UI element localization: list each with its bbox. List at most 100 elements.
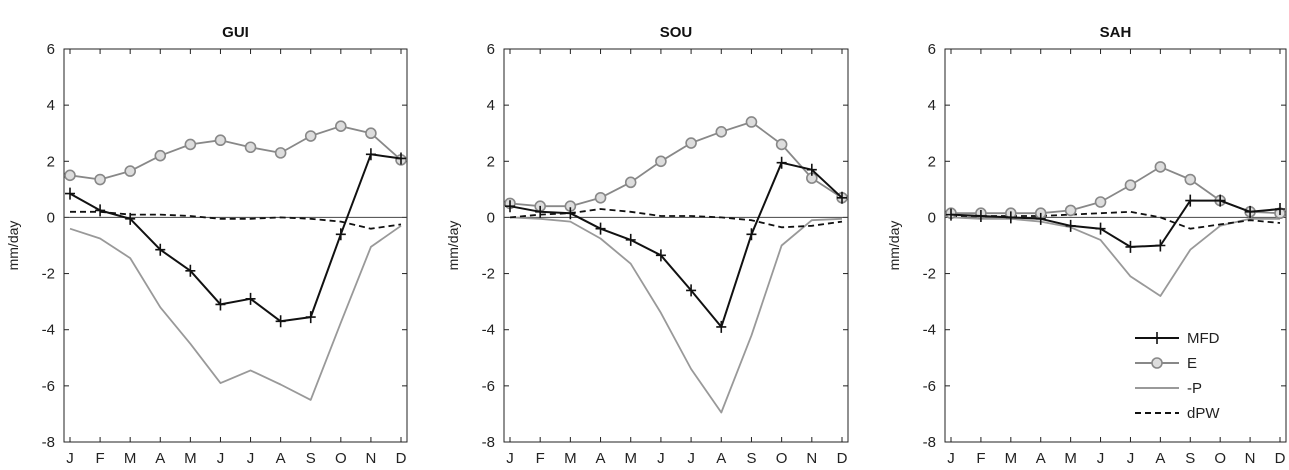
- e-point: [244, 141, 257, 154]
- y-tick-label: -8: [42, 434, 55, 451]
- x-tick-label: N: [806, 450, 817, 467]
- x-tick-label: D: [1275, 450, 1286, 467]
- e-point: [1184, 173, 1197, 186]
- x-tick-label: M: [564, 450, 577, 467]
- e-point: [1124, 179, 1137, 191]
- e-point: [365, 127, 377, 140]
- series-e-line: [509, 121, 843, 208]
- plot-frame: [63, 48, 408, 443]
- e-point: [775, 138, 788, 151]
- plot-frame: [944, 48, 1287, 443]
- e-point: [64, 169, 76, 182]
- legend-item: -P: [1135, 380, 1202, 397]
- x-tick-label: J: [657, 450, 665, 467]
- series-negative-p-line: [509, 216, 843, 414]
- y-tick-label: 6: [928, 41, 936, 58]
- legend-label: dPW: [1187, 405, 1220, 422]
- mfd-point: [275, 315, 286, 328]
- legend-item: E: [1135, 355, 1197, 372]
- mfd-point: [155, 243, 166, 256]
- x-tick-label: M: [184, 450, 197, 467]
- panel-sou: SOU mm/day -8 -6 -4 -2 0 2 4 6 J F M A M J J A S O N D: [445, 24, 849, 467]
- chart-title: GUI: [222, 24, 249, 41]
- e-point: [685, 137, 697, 149]
- y-tick-label: -4: [482, 322, 495, 339]
- mfd-point: [655, 249, 666, 262]
- y-tick-label: 2: [487, 153, 495, 170]
- e-point: [124, 165, 136, 177]
- y-tick-label: 0: [487, 209, 495, 226]
- y-tick-label: -6: [923, 378, 936, 395]
- y-tick-label: 6: [47, 41, 55, 58]
- y-tick-label: 0: [47, 209, 55, 226]
- plot-frame: [503, 48, 849, 443]
- y-tick-label: -6: [42, 378, 55, 395]
- chart-title: SOU: [660, 24, 693, 41]
- legend-label: E: [1187, 355, 1197, 372]
- legend-marker: [1152, 332, 1162, 344]
- e-point: [154, 149, 167, 162]
- mfd-point: [505, 200, 515, 213]
- y-tick-label: -4: [42, 322, 55, 339]
- x-tick-label: A: [596, 450, 606, 467]
- y-tick-label: -2: [42, 266, 55, 283]
- y-tick-label: 0: [928, 209, 936, 226]
- mfd-point: [305, 311, 316, 324]
- x-tick-label: J: [217, 450, 225, 467]
- x-tick-label: J: [1127, 450, 1135, 467]
- panel-gui: GUI mm/day -8 -6 -4 -2 0 2 4 6 J F M A M J J A S O N D: [5, 24, 408, 467]
- e-point: [715, 126, 728, 138]
- y-tick-label: 2: [47, 153, 55, 170]
- mfd-point: [1065, 219, 1076, 232]
- x-tick-label: N: [365, 450, 376, 467]
- e-point: [655, 155, 667, 168]
- series-negative-p-line: [950, 216, 1280, 297]
- x-tick-label: S: [746, 450, 756, 467]
- y-tick-label: -2: [482, 266, 495, 283]
- mfd-point: [125, 212, 136, 225]
- mfd-point: [95, 204, 106, 217]
- panel-sah: SAH mm/day -8 -6 -4 -2 0 2 4 6 J F M A M J J A S O N D MFD E -P d…: [886, 24, 1287, 467]
- x-tick-label: A: [276, 450, 286, 467]
- mfd-point: [776, 156, 787, 169]
- y-tick-label: -8: [923, 434, 936, 451]
- mfd-point: [1275, 203, 1285, 216]
- x-tick-label: O: [776, 450, 788, 467]
- x-tick-label: J: [506, 450, 514, 467]
- mfd-point: [535, 205, 546, 218]
- y-tick-label: -2: [923, 266, 936, 283]
- mfd-point: [1185, 194, 1196, 207]
- mfd-point: [746, 228, 757, 241]
- series-mfd-line: [69, 153, 402, 323]
- x-tick-label: D: [396, 450, 407, 467]
- series-dpw-line: [70, 210, 402, 230]
- x-tick-label: S: [1185, 450, 1195, 467]
- x-tick-label: F: [976, 450, 985, 467]
- y-axis-label: mm/day: [5, 221, 21, 271]
- e-point: [304, 130, 317, 142]
- y-tick-label: -8: [482, 434, 495, 451]
- mfd-point: [595, 222, 606, 235]
- e-point: [1154, 161, 1167, 173]
- series-e-line: [951, 165, 1281, 215]
- e-point: [184, 138, 197, 151]
- mfd-point: [625, 233, 636, 246]
- x-tick-label: S: [306, 450, 316, 467]
- x-tick-label: J: [947, 450, 955, 467]
- mfd-point: [215, 298, 226, 311]
- mfd-point: [946, 208, 956, 221]
- y-axis-label: mm/day: [445, 221, 461, 271]
- y-tick-label: 4: [487, 97, 495, 114]
- x-tick-label: M: [624, 450, 637, 467]
- chart-title: SAH: [1100, 24, 1132, 41]
- e-point: [335, 120, 347, 132]
- x-tick-label: M: [124, 450, 137, 467]
- y-tick-label: 4: [47, 97, 55, 114]
- mfd-point: [1095, 222, 1106, 235]
- x-tick-label: M: [1005, 450, 1018, 467]
- x-tick-label: F: [536, 450, 545, 467]
- mfd-point: [1035, 212, 1046, 225]
- mfd-point: [1125, 240, 1136, 253]
- mfd-point: [1245, 205, 1256, 218]
